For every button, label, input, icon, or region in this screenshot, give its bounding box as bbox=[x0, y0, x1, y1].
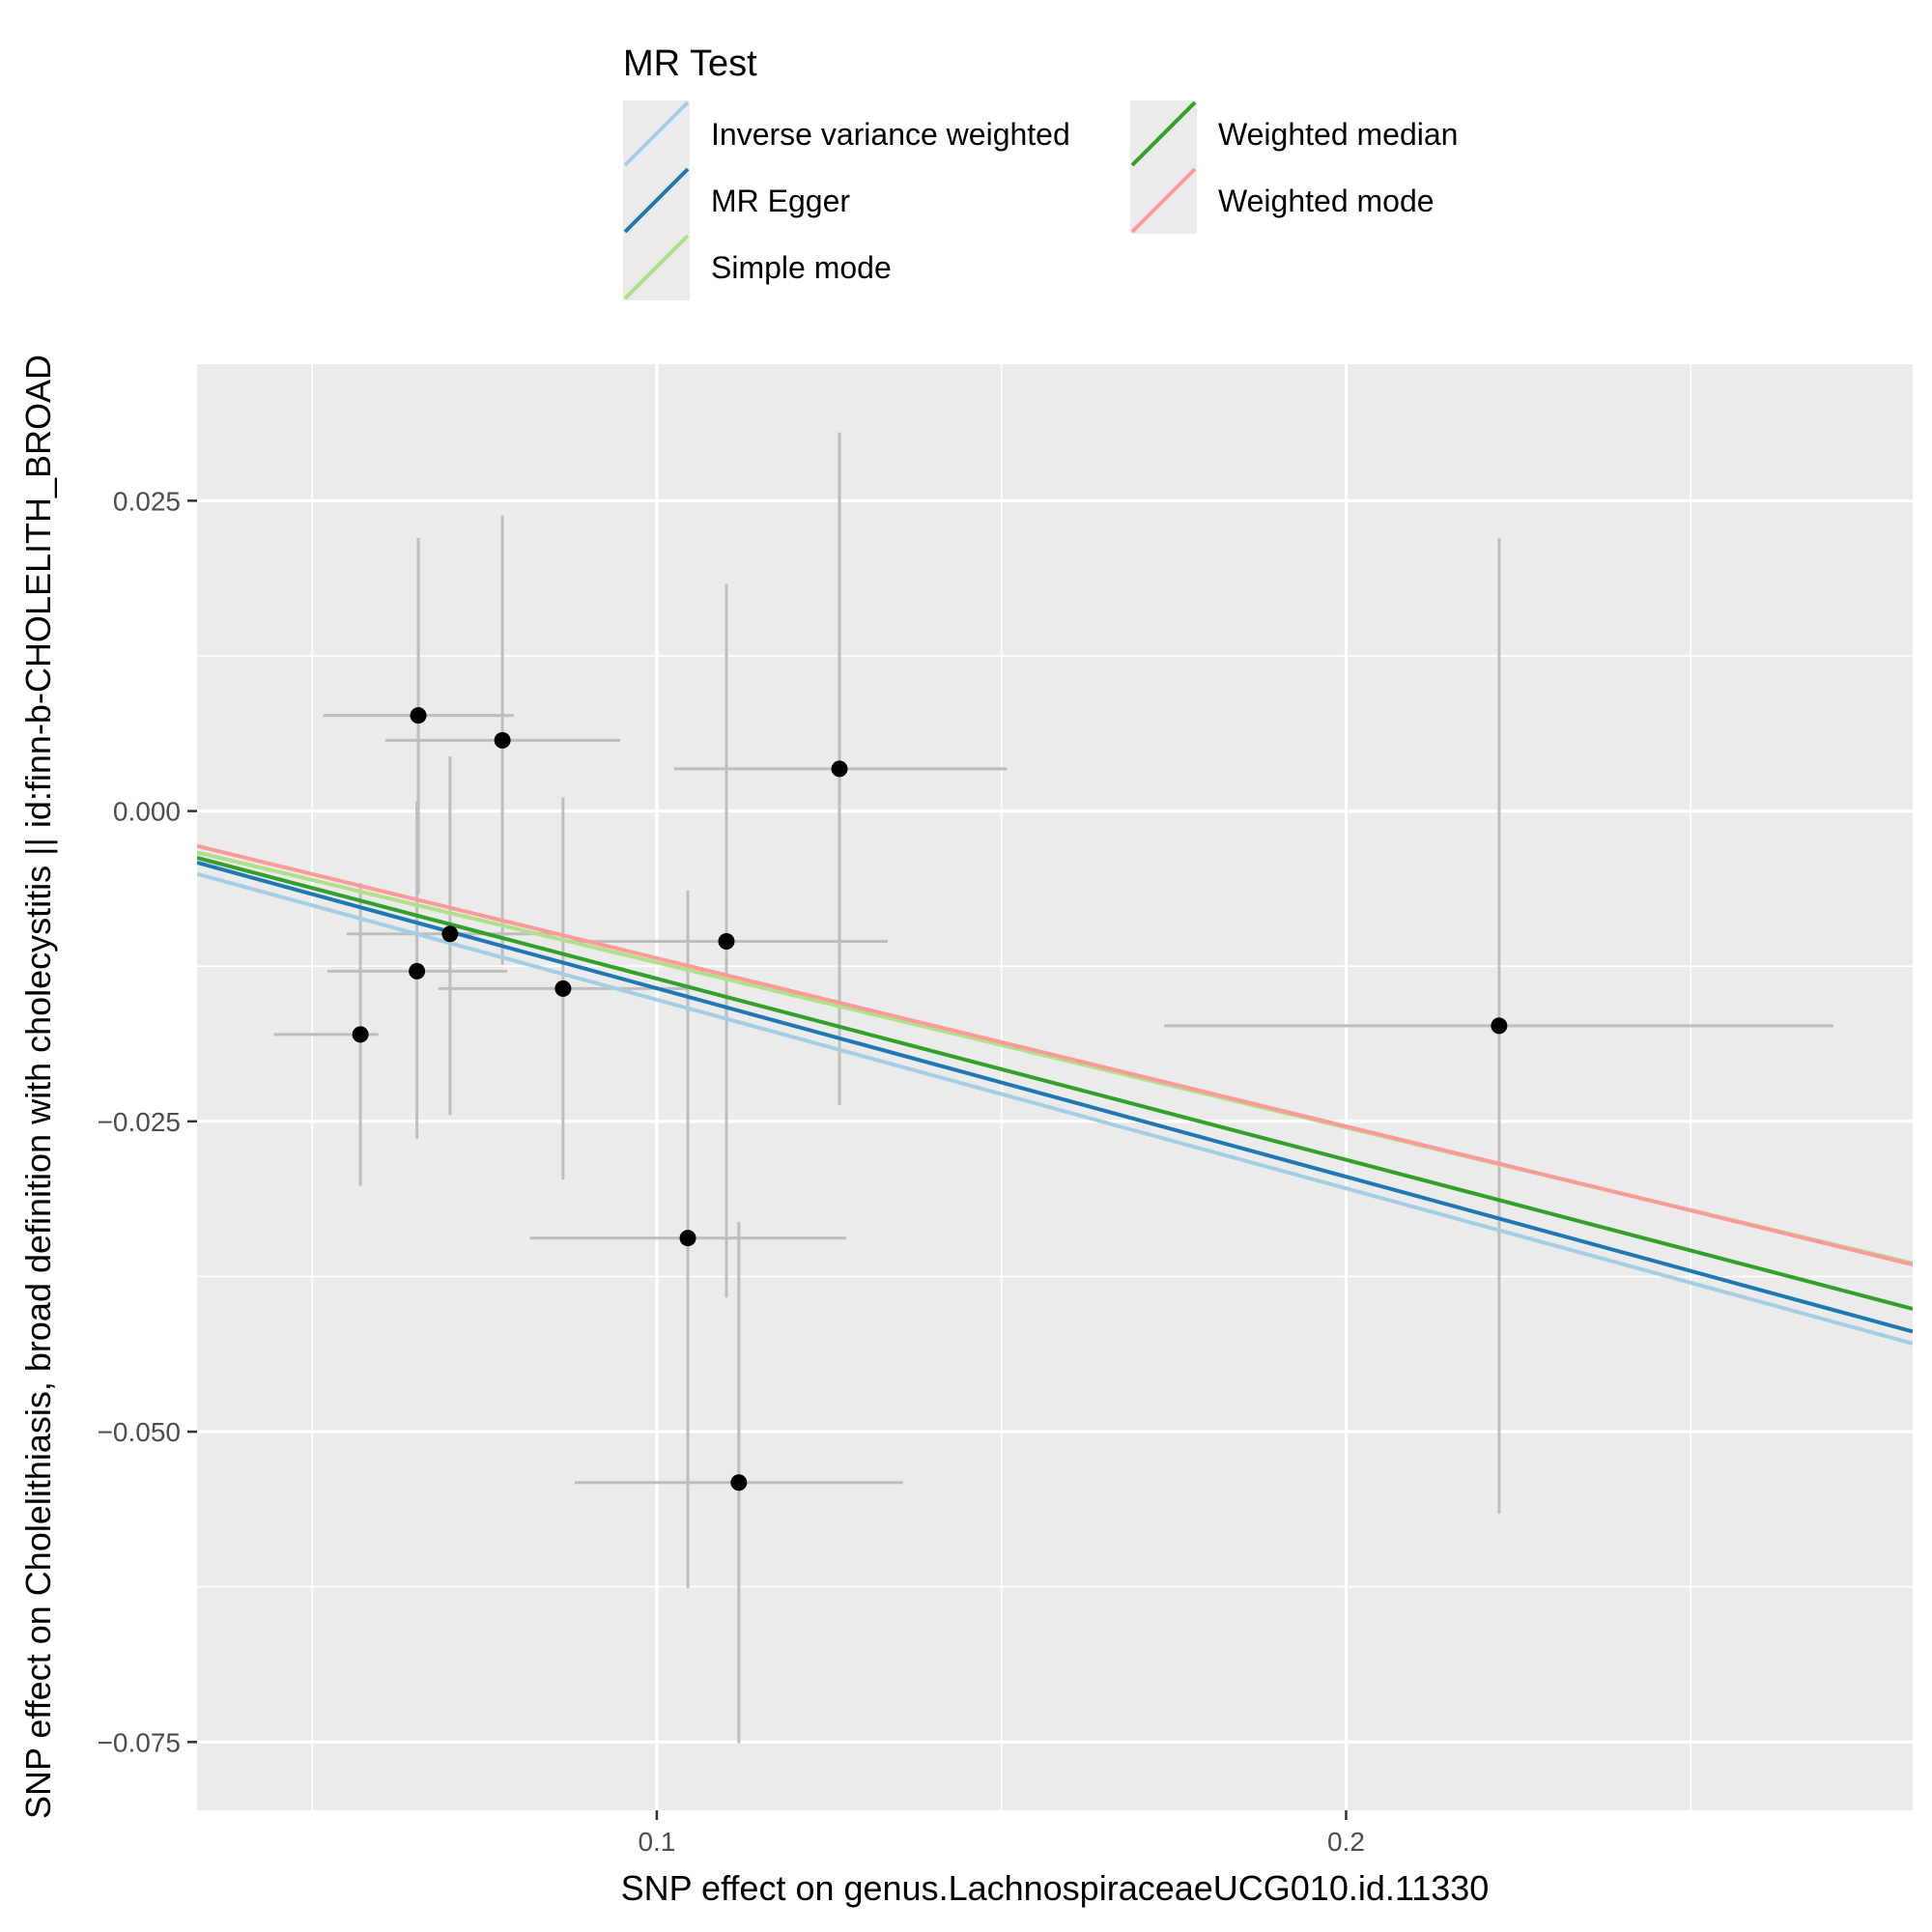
legend-label: Inverse variance weighted bbox=[711, 117, 1070, 152]
legend-key-line bbox=[1130, 167, 1197, 234]
y-tick-label: −0.050 bbox=[98, 1417, 181, 1447]
legend-key-line bbox=[623, 167, 690, 234]
legend-key-line bbox=[623, 100, 690, 167]
data-point bbox=[1491, 1017, 1508, 1035]
legend-label: Weighted median bbox=[1218, 117, 1458, 152]
data-point bbox=[679, 1230, 696, 1247]
legend-title: MR Test bbox=[623, 43, 757, 84]
x-tick-label: 0.2 bbox=[1327, 1827, 1365, 1857]
regression-line-mr-egger bbox=[197, 861, 1913, 1334]
regression-line-weighted-mode bbox=[197, 843, 1913, 1267]
axes: 0.1 0.2 0.025 0.000 −0.025 −0.050 −0.075 bbox=[98, 486, 1365, 1857]
legend-label: Simple mode bbox=[711, 250, 892, 285]
legend-item: Inverse variance weighted bbox=[623, 100, 1070, 167]
plot-panel bbox=[197, 364, 1913, 1810]
legend-label: Weighted mode bbox=[1218, 184, 1435, 218]
y-tick-label: −0.075 bbox=[98, 1727, 181, 1757]
data-point bbox=[352, 1026, 369, 1043]
data-point bbox=[718, 933, 735, 951]
data-point bbox=[831, 760, 848, 778]
data-point bbox=[494, 731, 511, 749]
legend-item: Weighted median bbox=[1130, 100, 1458, 167]
gridlines bbox=[197, 364, 1913, 1810]
legend: MR Test Inverse variance weighted MR Egger… bbox=[623, 43, 1458, 300]
regression-line-inverse-variance-weighted bbox=[197, 871, 1913, 1346]
regression-line-weighted-median bbox=[197, 855, 1913, 1311]
regression-lines bbox=[197, 843, 1913, 1346]
y-tick-label: 0.000 bbox=[113, 797, 181, 827]
data-point bbox=[730, 1474, 748, 1492]
data-points bbox=[352, 707, 1508, 1492]
data-point bbox=[410, 707, 427, 724]
y-tick-label: −0.025 bbox=[98, 1107, 181, 1137]
y-axis-title: SNP effect on Cholelithiasis, broad defi… bbox=[18, 355, 58, 1819]
legend-item: MR Egger bbox=[623, 167, 850, 234]
legend-item: Weighted mode bbox=[1130, 167, 1435, 234]
legend-item: Simple mode bbox=[623, 234, 892, 300]
legend-label: MR Egger bbox=[711, 184, 850, 218]
x-axis-title: SNP effect on genus.LachnospiraceaeUCG01… bbox=[621, 1868, 1490, 1908]
legend-key-line bbox=[623, 234, 690, 300]
data-point bbox=[554, 980, 572, 997]
data-point bbox=[409, 962, 426, 980]
y-tick-label: 0.025 bbox=[113, 486, 181, 516]
data-point bbox=[441, 925, 459, 943]
x-tick-label: 0.1 bbox=[638, 1827, 675, 1857]
legend-key-line bbox=[1130, 100, 1197, 167]
